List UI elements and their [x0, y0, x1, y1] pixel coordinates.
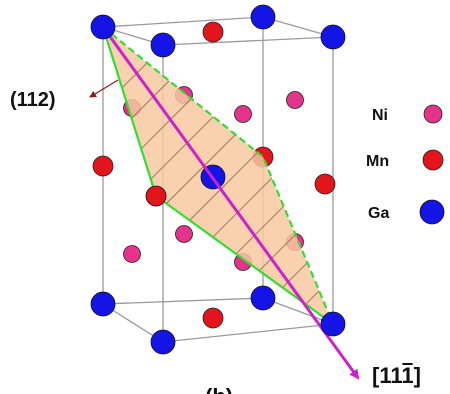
cell-edge: [102, 297, 264, 305]
legend-label-ni: Ni: [372, 107, 388, 124]
cell-edge: [262, 297, 334, 325]
direction-label: [111]: [372, 363, 421, 388]
legend-label-ga: Ga: [368, 205, 389, 222]
ga-atom: [250, 4, 276, 30]
legend-swatch-ni: [423, 104, 443, 124]
mn-atom: [202, 307, 224, 329]
mn-atom: [202, 21, 224, 43]
ni-atom: [175, 225, 193, 243]
legend-swatch-mn: [422, 149, 444, 171]
mn-atom: [92, 155, 114, 177]
direction-label-last-digit: 1: [401, 363, 413, 388]
cell-edge: [162, 323, 334, 343]
cell-edge: [162, 36, 334, 46]
figure-caption-partial: (b): [205, 384, 233, 394]
ga-atom: [250, 285, 276, 311]
legend: Ni Mn Ga: [366, 104, 445, 225]
ni-atom: [234, 105, 252, 123]
ni-atom: [123, 245, 141, 263]
ga-atom: [320, 24, 346, 50]
ga-atom: [150, 32, 176, 58]
ga-atom: [90, 291, 116, 317]
legend-swatch-ga: [419, 199, 445, 225]
direction-arrow: [101, 26, 360, 380]
atoms-top: [90, 14, 346, 337]
plane-label: (112): [10, 89, 56, 111]
plane-pointer-arrow: [89, 79, 119, 98]
legend-label-mn: Mn: [366, 153, 389, 170]
ga-atom: [150, 329, 176, 355]
ga-atom: [320, 311, 346, 337]
ni-atom: [286, 91, 304, 109]
ga-atom: [90, 14, 116, 40]
mn-atom: [145, 185, 167, 207]
cell-edge: [102, 16, 264, 28]
direction-label-prefix: [11: [372, 363, 402, 388]
mn-atom: [314, 173, 336, 195]
direction-label-suffix: ]: [414, 363, 421, 388]
plane-outline-dashed: [102, 26, 335, 325]
atoms-front: [90, 4, 346, 355]
